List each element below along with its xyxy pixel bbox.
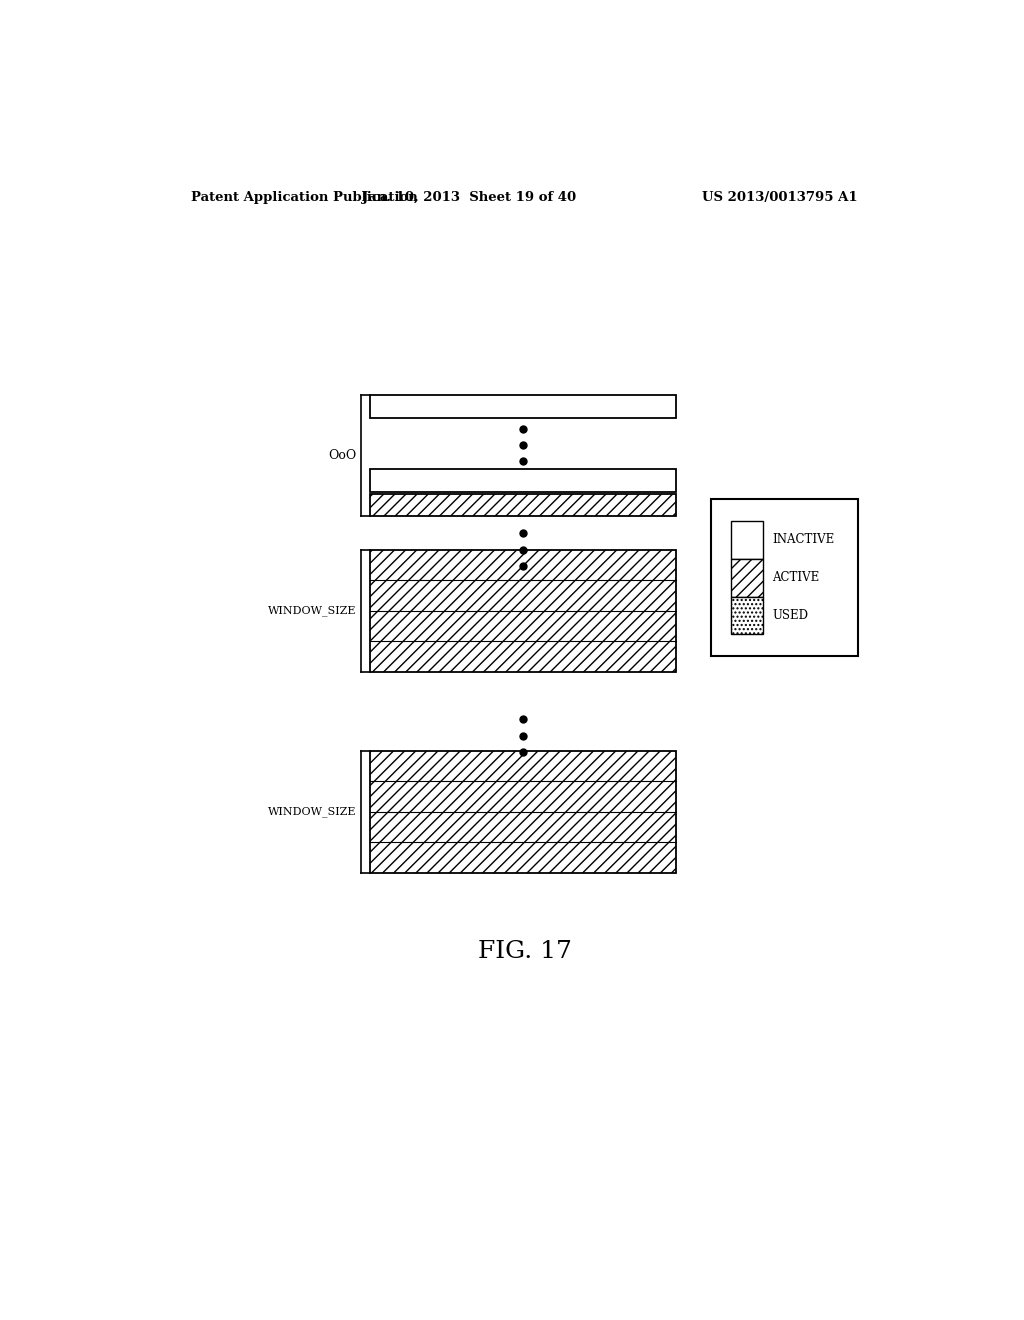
Text: WINDOW_SIZE: WINDOW_SIZE	[268, 606, 356, 616]
Bar	[370, 549, 676, 672]
Text: USED: USED	[772, 609, 808, 622]
Text: WINDOW_SIZE: WINDOW_SIZE	[268, 807, 356, 817]
Text: ACTIVE: ACTIVE	[772, 572, 819, 585]
Text: OoO: OoO	[329, 449, 356, 462]
Bar	[731, 521, 763, 558]
Bar	[370, 494, 676, 516]
Text: Jan. 10, 2013  Sheet 19 of 40: Jan. 10, 2013 Sheet 19 of 40	[362, 190, 577, 203]
Bar	[731, 558, 763, 597]
Bar	[370, 751, 676, 873]
Bar	[370, 395, 676, 417]
Bar	[712, 499, 858, 656]
Text: INACTIVE: INACTIVE	[772, 533, 835, 546]
Bar	[731, 597, 763, 635]
Bar	[370, 470, 676, 492]
Text: Patent Application Publication: Patent Application Publication	[191, 190, 418, 203]
Text: FIG. 17: FIG. 17	[478, 940, 571, 962]
Text: US 2013/0013795 A1: US 2013/0013795 A1	[702, 190, 858, 203]
